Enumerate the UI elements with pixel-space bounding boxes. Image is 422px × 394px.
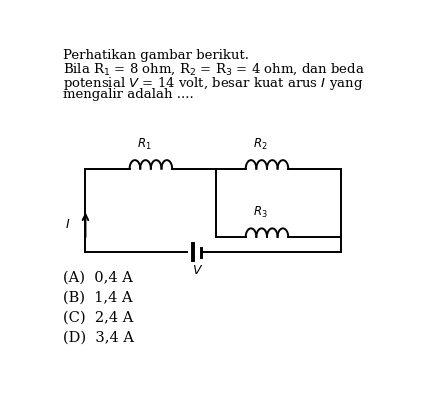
Text: potensial $V$ = 14 volt, besar kuat arus $I$ yang: potensial $V$ = 14 volt, besar kuat arus…	[62, 75, 363, 92]
Text: (B)  1,4 A: (B) 1,4 A	[62, 290, 132, 304]
Text: Bila R$_1$ = 8 ohm, R$_2$ = R$_3$ = 4 ohm, dan beda: Bila R$_1$ = 8 ohm, R$_2$ = R$_3$ = 4 oh…	[62, 62, 364, 77]
Text: $R_2$: $R_2$	[253, 137, 268, 152]
Text: $R_1$: $R_1$	[137, 137, 151, 152]
Text: Perhatikan gambar berikut.: Perhatikan gambar berikut.	[62, 49, 249, 62]
Text: (C)  2,4 A: (C) 2,4 A	[62, 310, 133, 324]
Text: mengalir adalah ....: mengalir adalah ....	[62, 88, 193, 101]
Text: (D)  3,4 A: (D) 3,4 A	[62, 330, 133, 344]
Text: $I$: $I$	[65, 218, 71, 231]
Text: (A)  0,4 A: (A) 0,4 A	[62, 270, 133, 284]
Text: $V$: $V$	[192, 264, 203, 277]
Text: $R_3$: $R_3$	[253, 205, 268, 220]
